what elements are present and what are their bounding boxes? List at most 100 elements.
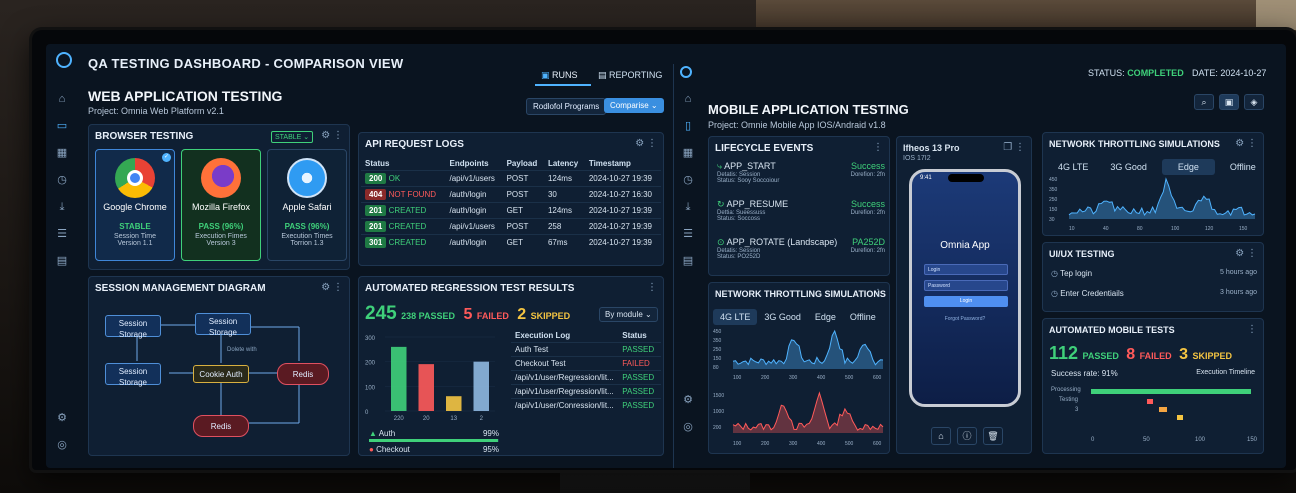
monitor-icon[interactable]: ▭	[56, 120, 68, 132]
tab-offline[interactable]: Offline	[849, 312, 876, 322]
bottom-series-area	[733, 393, 883, 433]
redis-node[interactable]: Redis	[277, 363, 329, 385]
status-code: 301	[365, 237, 387, 248]
table-row[interactable]: /api/v1/user/Regression/lit... PASSED	[511, 384, 661, 399]
reporting-icon: ▤	[598, 70, 610, 80]
clock-icon[interactable]: ◷	[57, 174, 67, 186]
more-icon[interactable]: ⋮	[873, 142, 883, 153]
panel-settings-icon[interactable]: ⚙ ⋮	[635, 138, 657, 149]
lifecycle-event[interactable]: ⤷ APP_START Success Detatis: Session Doref…	[717, 161, 885, 184]
device-name: Ifheos 13 Pro	[903, 143, 960, 153]
settings-icon[interactable]: ⚙	[683, 394, 693, 406]
lifecycle-event[interactable]: ⊙ APP_ROTATE (Landscape) PA252D Detatis: …	[717, 237, 885, 260]
reporting-tab[interactable]: ▤ REPORTING	[598, 70, 662, 81]
table-row[interactable]: Checkout Test FAILED	[511, 356, 661, 371]
table-row[interactable]: Auth Test PASSED	[511, 342, 661, 357]
tab-4g-lte[interactable]: 4G LTE	[713, 309, 758, 325]
zoom-button[interactable]: ⌕	[1194, 94, 1214, 110]
more-icon[interactable]: ⋮	[873, 288, 883, 299]
tab-3g-good[interactable]: 3G Good	[764, 312, 801, 322]
runs-label: RUNS	[552, 70, 578, 80]
ux-item[interactable]: ◷ Enter Credentiails 3 hours ago	[1051, 289, 1257, 298]
phone-icon[interactable]: ▯	[684, 120, 692, 132]
info-button[interactable]: ⓘ	[957, 427, 977, 445]
table-row[interactable]: 404 NOT FOUND /auth/login POST 30 2024-1…	[361, 186, 661, 203]
globe-icon[interactable]: ◎	[683, 421, 693, 433]
tab-offline[interactable]: Offline	[1229, 162, 1256, 172]
panel-settings-icon[interactable]: ⚙ ⋮	[321, 130, 343, 141]
firefox-card[interactable]: Mozilla Firefox PASS (96%) Execution Fim…	[181, 149, 261, 261]
panel-settings-icon[interactable]: ⚙ ⋮	[321, 282, 343, 293]
globe-icon[interactable]: ◎	[57, 439, 67, 451]
download-icon[interactable]: ⤓	[59, 201, 65, 213]
status-code: 404	[365, 189, 387, 200]
status-label: NOT FOUND	[388, 190, 436, 199]
session-storage-node[interactable]: Session Storage	[105, 315, 161, 339]
compare-dropdown[interactable]: Comparise ⌄	[604, 98, 664, 113]
login-button[interactable]: Login	[924, 296, 1008, 307]
module-name: Auth	[378, 429, 396, 438]
more-icon[interactable]: ⋮	[647, 282, 657, 293]
download-icon[interactable]: ⤓	[685, 201, 691, 213]
table-row[interactable]: 201 CREATED /api/v1/users POST 258 2024-…	[361, 218, 661, 235]
table-row[interactable]: 200 OK /api/v1/users POST 124ms 2024-10-…	[361, 170, 661, 187]
stable-badge[interactable]: STABLE ⌄	[271, 131, 314, 143]
tab-3g-good[interactable]: 3G Good	[1110, 162, 1147, 172]
th-payload: Payload	[506, 159, 538, 168]
cookie-auth-node[interactable]: Cookie Auth	[193, 365, 249, 383]
redis-node[interactable]: Redis	[193, 415, 249, 437]
ux-item[interactable]: ◷ Tep login 5 hours ago	[1051, 269, 1257, 278]
panel-settings-icon[interactable]: ⚙ ⋮	[1235, 248, 1257, 259]
y-tick-label: 250	[713, 347, 722, 353]
delete-button[interactable]: 🗑	[983, 427, 1003, 445]
session-storage-node[interactable]: Session Storage	[105, 363, 161, 387]
view-button[interactable]: ◈	[1244, 94, 1264, 110]
tab-4g-lte[interactable]: 4G LTE	[1058, 162, 1089, 172]
table-row[interactable]: 301 CREATED /auth/login GET 67ms 2024-10…	[361, 234, 661, 250]
forgot-password-link[interactable]: Forgot Password?	[944, 316, 986, 322]
login-field[interactable]: Login	[924, 264, 1008, 275]
api-logs-title: API REQUEST LOGS	[365, 139, 464, 150]
grid-icon[interactable]: ▦	[682, 147, 694, 159]
top-series-line	[732, 329, 884, 366]
execution-log-table: Execution Log Status Auth Test PASSED Che…	[511, 329, 661, 412]
settings-icon[interactable]: ⚙	[57, 412, 67, 424]
module-dropdown[interactable]: By module ⌄	[599, 307, 658, 322]
save-button[interactable]: ▣	[1219, 94, 1239, 110]
table-row[interactable]: /api/v1/user/Regression/lit... PASSED	[511, 370, 661, 385]
report-icon[interactable]: ▤	[682, 255, 694, 267]
table-row[interactable]: 201 CREATED /auth/login GET 124ms 2024-1…	[361, 202, 661, 219]
password-field[interactable]: Password	[924, 280, 1008, 291]
safari-card[interactable]: Apple Safari PASS (96%) Execution Times …	[267, 149, 347, 261]
home-icon[interactable]: ⌂	[58, 93, 66, 105]
tab-edge[interactable]: Edge	[814, 312, 836, 322]
programs-button[interactable]: Rodlofol Programs	[526, 98, 607, 115]
lifecycle-event[interactable]: ↻ APP_RESUME Success Dettia: Sueessuss Dur…	[717, 199, 885, 222]
event-icon: ⤷	[717, 161, 723, 171]
x-tick-label: 400	[817, 375, 826, 381]
runs-tab[interactable]: ▣ RUNS	[541, 70, 578, 81]
panel-settings-icon[interactable]: ⚙ ⋮	[1235, 138, 1257, 149]
network-throttle-panel-right: NETWORK THROTTLING SIMULATIONS ⚙ ⋮ 4G LT…	[1042, 132, 1264, 236]
copy-icon[interactable]: ❐ ⋮	[1003, 142, 1025, 153]
web-sidebar: ⌂ ▭ ▦ ◷ ⤓ ☰ ▤ ⚙ ◎	[48, 84, 76, 462]
sliders-icon[interactable]: ☰	[57, 228, 67, 240]
event-result: Success	[850, 161, 885, 171]
table-row[interactable]: /api/v1/user/Conression/lit... PASSED	[511, 398, 661, 412]
more-icon[interactable]: ⋮	[1247, 324, 1257, 335]
sliders-icon[interactable]: ☰	[683, 228, 693, 240]
endpoint-cell: /api/v1/users	[445, 170, 503, 187]
report-icon[interactable]: ▤	[56, 255, 68, 267]
chrome-l1: Session Time	[113, 233, 157, 240]
home-icon[interactable]: ⌂	[684, 93, 692, 105]
chrome-card[interactable]: Google Chrome STABLE Session Time Versio…	[95, 149, 175, 261]
x-tick-label: 150	[1247, 437, 1258, 443]
home-button[interactable]: ⌂	[931, 427, 951, 445]
event-status: Status: PO252D	[717, 254, 761, 260]
grid-icon[interactable]: ▦	[56, 147, 68, 159]
session-storage-node[interactable]: Session Storage	[195, 313, 251, 337]
clock-icon[interactable]: ◷	[683, 174, 693, 186]
endpoint-cell: /auth/login	[445, 202, 503, 219]
mobile-passed: PASSED	[1082, 351, 1119, 361]
tab-edge[interactable]: Edge	[1161, 159, 1215, 175]
